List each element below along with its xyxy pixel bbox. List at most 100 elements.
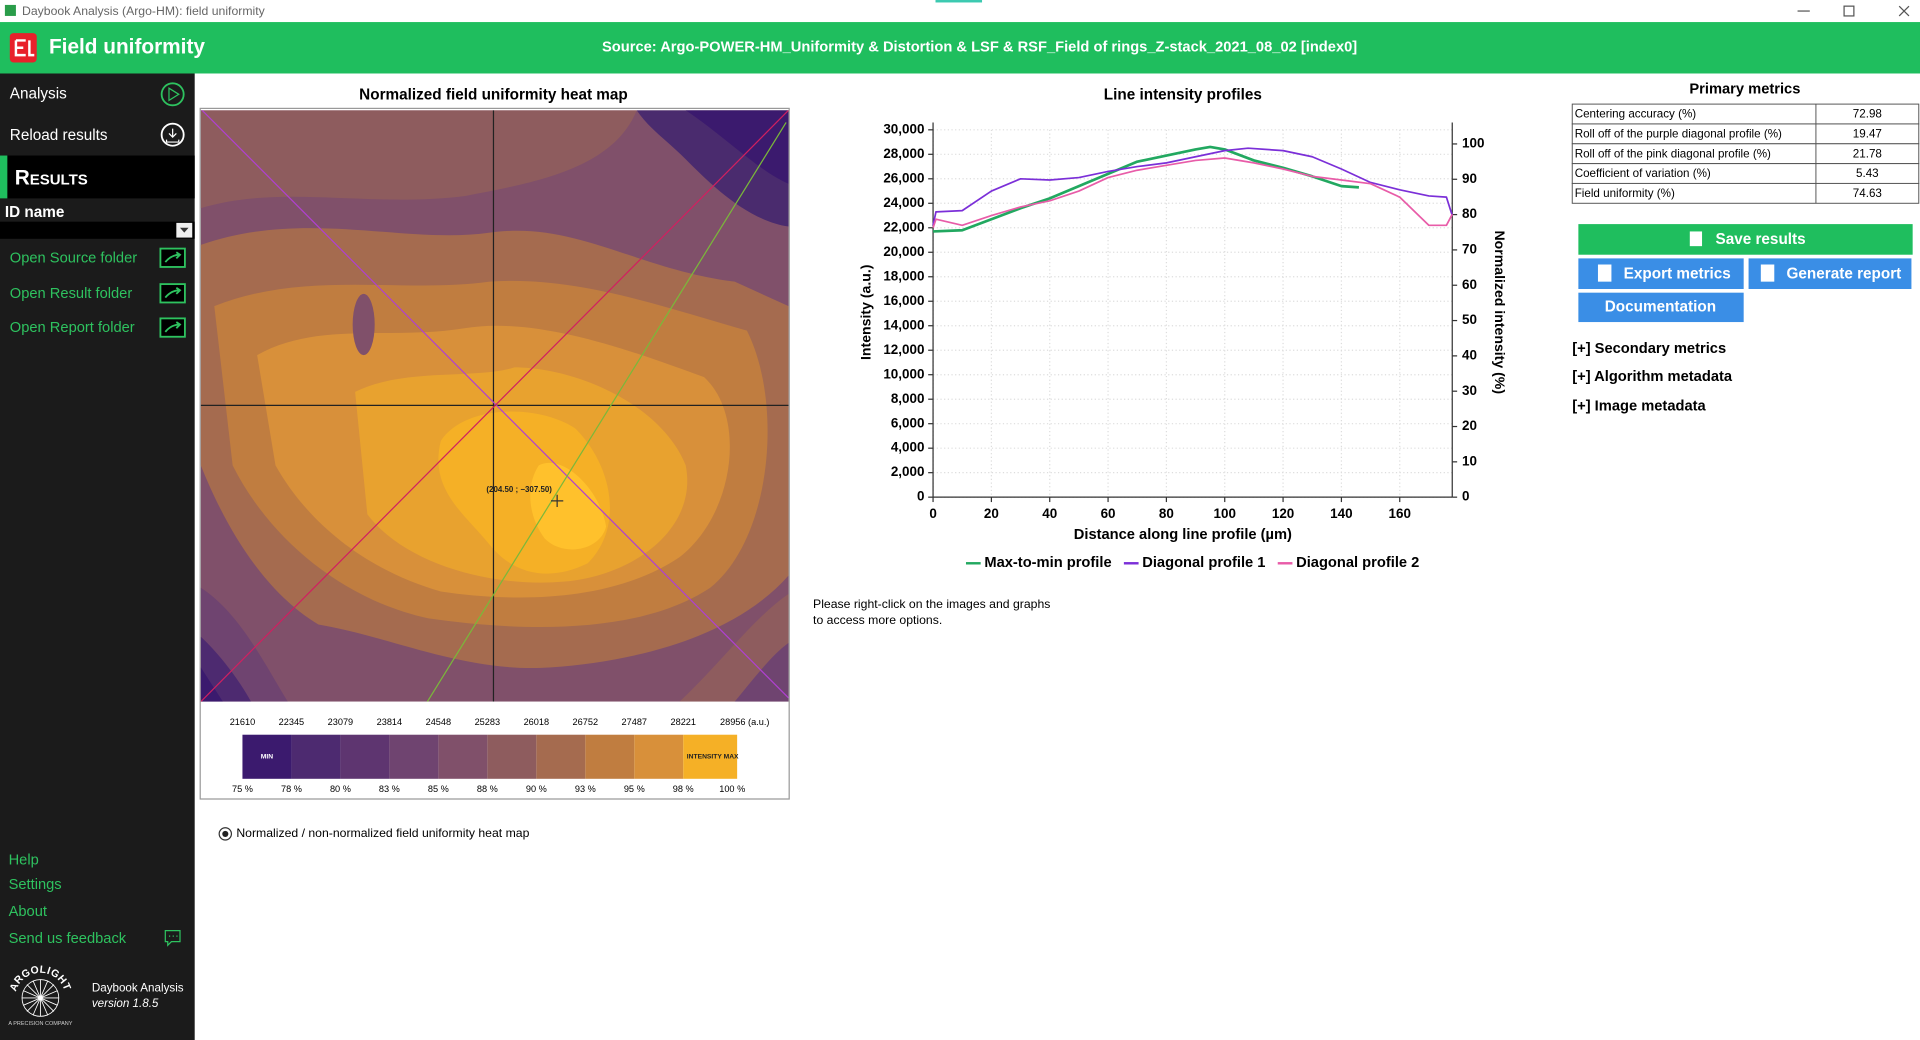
page-title: Field uniformity (49, 35, 205, 58)
results-band (0, 155, 195, 199)
close-button[interactable] (1898, 5, 1910, 17)
y-tick-label: 30,000 (883, 121, 924, 136)
id-name-label: ID name (5, 204, 65, 221)
x-axis-title: Distance along line profile (µm) (1074, 527, 1292, 543)
analysis-link[interactable]: Analysis (10, 85, 67, 102)
header-bar (0, 22, 1920, 74)
y-tick-label: 4,000 (891, 440, 925, 455)
profile-line (932, 157, 1454, 229)
secondary-metrics-toggle[interactable]: [+] Secondary metrics (1572, 341, 1726, 357)
x-tick-label: 160 (1389, 506, 1411, 521)
app-logo (9, 33, 37, 63)
open-report-folder[interactable]: Open Report folder (10, 320, 135, 336)
metric-value: 19.47 (1853, 127, 1882, 140)
y2-tick-label: 40 (1462, 347, 1477, 362)
purple-diagonal (201, 110, 789, 699)
tab-indicator (935, 0, 983, 3)
colorbar-swatch (585, 734, 635, 779)
help-link[interactable]: Help (9, 853, 39, 869)
metric-name: Roll off of the purple diagonal profile … (1575, 127, 1782, 140)
save-results-button[interactable] (1578, 224, 1913, 255)
reload-link[interactable]: Reload results (10, 127, 108, 144)
settings-link[interactable]: Settings (9, 877, 62, 893)
x-tick-label: 100 (1214, 506, 1236, 521)
colorbar-percent-label: 90 % (526, 784, 547, 794)
chart-title: Line intensity profiles (1104, 87, 1262, 104)
colorbar-min-label: MIN (261, 754, 273, 761)
generate-report-label: Generate report (1787, 265, 1902, 282)
y-tick-label: 12,000 (883, 342, 924, 357)
x-tick-label: 40 (1042, 506, 1057, 521)
x-tick-label: 120 (1272, 506, 1294, 521)
colorbar-value-label: 27487 (622, 717, 648, 727)
y-tick-label: 26,000 (883, 170, 924, 185)
colorbar-value-label: 26752 (573, 717, 599, 727)
documentation-button[interactable] (1578, 292, 1744, 323)
argolight-logo (21, 979, 60, 1017)
results-heading: Results (15, 166, 88, 189)
open-source-folder[interactable]: Open Source folder (10, 250, 137, 266)
y2-tick-label: 0 (1462, 489, 1469, 504)
metric-name: Field uniformity (%) (1575, 187, 1675, 200)
colorbar-percent-label: 100 % (719, 784, 745, 794)
y-tick-label: 8,000 (891, 391, 925, 406)
algorithm-metadata-toggle[interactable]: [+] Algorithm metadata (1572, 369, 1733, 385)
y-tick-label: 16,000 (883, 293, 924, 308)
metric-value: 72.98 (1853, 108, 1882, 121)
open-result-folder[interactable]: Open Result folder (10, 286, 133, 302)
about-link[interactable]: About (9, 904, 47, 920)
metrics-row (1571, 182, 1920, 204)
heatmap-title: Normalized field uniformity heat map (359, 87, 628, 104)
feedback-icon[interactable] (164, 930, 181, 947)
feedback-link[interactable]: Send us feedback (9, 931, 127, 947)
folder-icons (159, 247, 186, 338)
colorbar-value-label: 24548 (426, 717, 452, 727)
app-icon (4, 4, 16, 16)
app-name: Daybook Analysis (92, 981, 184, 994)
export-metrics-label: Export metrics (1624, 265, 1731, 282)
metric-name: Roll off of the pink diagonal profile (%… (1575, 147, 1771, 160)
colorbar-swatch (242, 734, 292, 779)
colorbar-swatch (340, 734, 390, 779)
colorbar-value-label: 23814 (377, 717, 403, 727)
metric-name: Centering accuracy (%) (1575, 108, 1697, 121)
window-title: Daybook Analysis (Argo-HM): field unifor… (22, 4, 266, 18)
metric-name: Coefficient of variation (%) (1575, 167, 1711, 180)
download-glyph (165, 128, 180, 143)
y2-tick-label: 90 (1462, 171, 1477, 186)
image-metadata-toggle[interactable]: [+] Image metadata (1572, 398, 1706, 414)
y-tick-label: 10,000 (883, 366, 924, 381)
x-tick-label: 60 (1101, 506, 1116, 521)
analysis-icon[interactable] (160, 82, 185, 107)
heatmap-image (200, 110, 789, 702)
colorbar-swatch (291, 734, 341, 779)
restore-button[interactable] (1843, 5, 1855, 17)
documentation-label: Documentation (1605, 298, 1716, 315)
metric-value: 74.63 (1853, 187, 1882, 200)
reload-icon[interactable] (160, 122, 185, 147)
colorbar-value-label: 22345 (279, 717, 305, 727)
generate-report-button[interactable] (1748, 258, 1912, 289)
colorbar-percent-label: 93 % (575, 784, 596, 794)
y2-tick-label: 100 (1462, 136, 1484, 151)
y-tick-label: 6,000 (891, 415, 925, 430)
metric-value: 21.78 (1853, 147, 1882, 160)
y-tick-label: 14,000 (883, 317, 924, 332)
colorbar-percent-label: 80 % (330, 784, 351, 794)
save-icon (1689, 231, 1703, 247)
save-results-label: Save results (1716, 231, 1806, 248)
x-tick-label: 20 (984, 506, 999, 521)
colorbar-value-label: 21610 (230, 717, 256, 727)
cursor-marker (551, 494, 564, 507)
heatmap-toggle-label[interactable]: Normalized / non-normalized field unifor… (236, 826, 529, 840)
y2-tick-label: 80 (1462, 206, 1477, 221)
y-tick-label: 2,000 (891, 464, 925, 479)
legend-label: Diagonal profile 2 (1296, 555, 1419, 571)
colorbar-percent-label: 75 % (232, 784, 253, 794)
csv-icon (1597, 264, 1612, 282)
y-tick-label: 18,000 (883, 268, 924, 283)
colorbar-swatch (487, 734, 537, 779)
id-dropdown[interactable] (0, 221, 195, 239)
dropdown-arrow (180, 227, 189, 233)
metric-value: 5.43 (1856, 167, 1879, 180)
